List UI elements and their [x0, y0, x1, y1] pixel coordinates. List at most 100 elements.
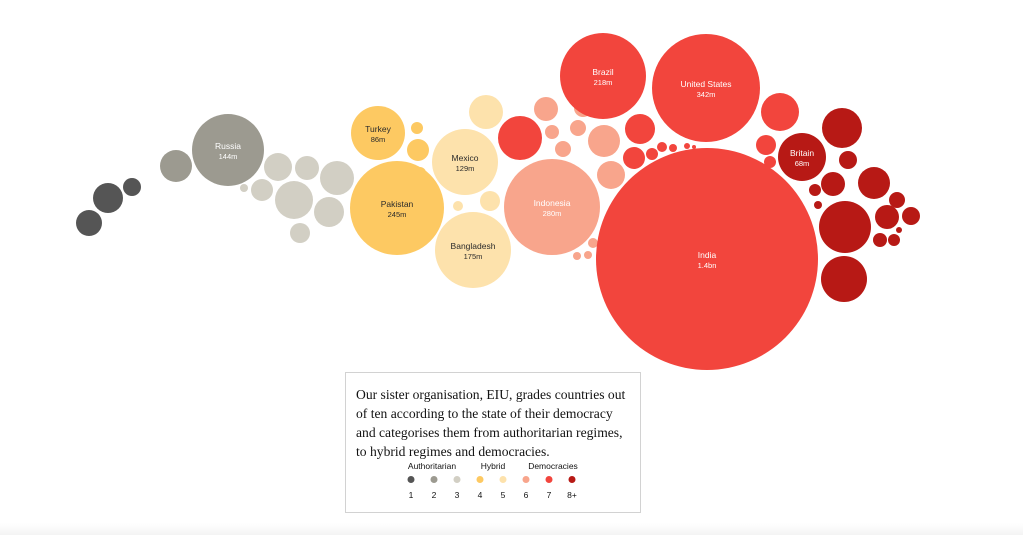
- bubble-indonesia: [504, 159, 600, 255]
- bubble-country-21: [545, 125, 559, 139]
- bubble-country-3: [123, 178, 141, 196]
- bubble-value-russia: 144m: [219, 152, 238, 161]
- legend-num-6: 6: [523, 490, 529, 500]
- bubble-value-britain: 68m: [795, 159, 810, 168]
- legend-num-4: 4: [477, 490, 483, 500]
- legend-num-7: 7: [546, 490, 552, 500]
- bubble-label-russia: Russia: [215, 141, 241, 151]
- bubble-country-43: [821, 172, 845, 196]
- bubble-country-4: [160, 150, 192, 182]
- bubble-india: [596, 148, 818, 370]
- legend-dot-3: [453, 476, 461, 483]
- bubble-russia: [192, 114, 264, 186]
- legend-dot-2: [430, 476, 438, 483]
- bubble-country-32: [646, 148, 658, 160]
- bubble-country-34: [669, 144, 677, 152]
- bottom-divider: [0, 523, 1023, 535]
- bubble-country-13: [411, 122, 423, 134]
- bubble-label-mexico: Mexico: [452, 153, 479, 163]
- bubble-country-9: [295, 156, 319, 180]
- legend-group-hybrid: Hybrid: [480, 461, 506, 471]
- bubble-label-pakistan: Pakistan: [381, 199, 414, 209]
- legend-dot-1: [407, 476, 415, 483]
- bubble-country-49: [902, 207, 920, 225]
- bubble-country-22: [570, 120, 586, 136]
- bubble-country-8: [275, 181, 313, 219]
- bubble-country-53: [821, 256, 867, 302]
- legend-dot-7: [545, 476, 553, 483]
- bubble-country-27: [588, 238, 598, 248]
- bubble-mexico: [432, 129, 498, 195]
- bubble-brazil: [560, 33, 646, 119]
- bubble-value-bangladesh: 175m: [464, 252, 483, 261]
- bubble-country-33: [657, 142, 667, 152]
- bubble-britain: [778, 133, 826, 181]
- bubble-country-37: [761, 93, 799, 131]
- legend-group-democracies: Democracies: [528, 461, 578, 471]
- legend-num-5: 5: [500, 490, 506, 500]
- legend-num-2: 2: [431, 490, 437, 500]
- bubble-country-48: [889, 192, 905, 208]
- bubble-country-28: [584, 251, 592, 259]
- bubble-country-23: [555, 141, 571, 157]
- legend-box: Our sister organisation, EIU, grades cou…: [345, 372, 641, 513]
- bubble-value-indonesia: 280m: [543, 209, 562, 218]
- bubble-value-pakistan: 245m: [388, 210, 407, 219]
- bubble-country-25: [588, 125, 620, 157]
- legend-note: Our sister organisation, EIU, grades cou…: [356, 387, 626, 459]
- bubble-country-45: [814, 201, 822, 209]
- bubble-country-41: [839, 151, 857, 169]
- bubble-bangladesh: [435, 212, 511, 288]
- bubble-country-42: [858, 167, 890, 199]
- bubble-country-26: [597, 161, 625, 189]
- bubble-country-12: [290, 223, 310, 243]
- bubble-country-17: [480, 191, 500, 211]
- bubble-country-19: [498, 116, 542, 160]
- bubble-country-30: [625, 114, 655, 144]
- bubble-country-36: [692, 145, 696, 149]
- bubble-label-indonesia: Indonesia: [534, 198, 571, 208]
- bubble-country-16: [469, 95, 503, 129]
- bubble-label-united-states: United States: [680, 79, 731, 89]
- bubble-label-brazil: Brazil: [592, 67, 613, 77]
- legend-num-3: 3: [454, 490, 460, 500]
- bubble-country-51: [873, 233, 887, 247]
- bubble-country-2: [93, 183, 123, 213]
- bubble-label-turkey: Turkey: [365, 124, 391, 134]
- bubble-turkey: [351, 106, 405, 160]
- bubble-value-mexico: 129m: [456, 164, 475, 173]
- bubble-country-29: [573, 252, 581, 260]
- bubble-country-6: [251, 179, 273, 201]
- bubble-country-35: [684, 143, 690, 149]
- legend-num-8: 8+: [567, 490, 577, 500]
- bubble-country-14: [407, 139, 429, 161]
- bubble-country-40: [822, 108, 862, 148]
- bubble-country-11: [314, 197, 344, 227]
- bubble-value-india: 1.4bn: [698, 261, 717, 270]
- bubble-label-britain: Britain: [790, 148, 814, 158]
- legend-group-authoritarian: Authoritarian: [407, 461, 457, 471]
- bubble-country-10: [320, 161, 354, 195]
- legend-num-1: 1: [408, 490, 414, 500]
- bubbles: [76, 33, 920, 370]
- bubble-country-18: [453, 201, 463, 211]
- legend-dot-4: [476, 476, 484, 483]
- bubble-value-brazil: 218m: [594, 78, 613, 87]
- bubble-value-united-states: 342m: [697, 90, 716, 99]
- bubble-country-46: [819, 201, 871, 253]
- bubble-value-turkey: 86m: [371, 135, 386, 144]
- bubble-label-bangladesh: Bangladesh: [451, 241, 496, 251]
- legend-dot-6: [522, 476, 530, 483]
- bubble-label-india: India: [698, 250, 717, 260]
- bubble-country-7: [264, 153, 292, 181]
- bubble-country-1: [76, 210, 102, 236]
- bubble-united-states: [652, 34, 760, 142]
- bubble-country-39: [764, 156, 776, 168]
- bubble-country-52: [888, 234, 900, 246]
- legend-dot-5: [499, 476, 507, 483]
- legend-scale: Authoritarian Hybrid Democracies 1 2 3 4…: [346, 461, 642, 505]
- bubble-country-47: [875, 205, 899, 229]
- bubble-pakistan: [350, 161, 444, 255]
